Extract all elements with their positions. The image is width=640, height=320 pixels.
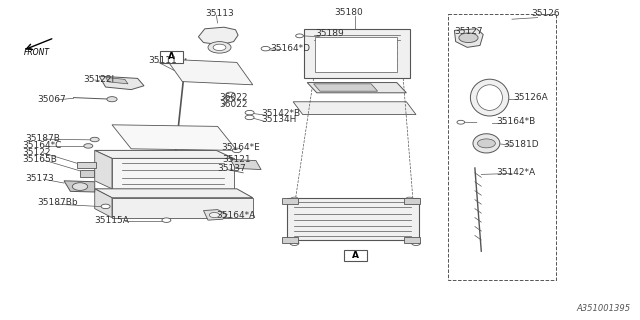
Circle shape <box>296 34 303 38</box>
Circle shape <box>84 144 93 148</box>
Polygon shape <box>307 83 406 93</box>
Circle shape <box>406 197 413 201</box>
Text: 35173: 35173 <box>26 174 54 183</box>
Circle shape <box>457 120 465 124</box>
Circle shape <box>232 148 241 153</box>
Bar <box>282 237 298 243</box>
Polygon shape <box>293 102 416 115</box>
Circle shape <box>162 218 171 222</box>
Polygon shape <box>95 150 234 158</box>
Polygon shape <box>99 76 144 90</box>
Text: 35111: 35111 <box>148 56 177 65</box>
Circle shape <box>208 42 231 53</box>
Text: 35181D: 35181D <box>503 140 539 149</box>
Text: 35189: 35189 <box>315 29 344 38</box>
Circle shape <box>412 241 420 245</box>
Polygon shape <box>112 198 253 218</box>
Circle shape <box>107 97 117 102</box>
Text: 35121: 35121 <box>223 155 252 164</box>
Text: 35067: 35067 <box>37 95 66 104</box>
Circle shape <box>90 137 99 142</box>
Polygon shape <box>95 189 112 218</box>
Circle shape <box>226 92 235 97</box>
Polygon shape <box>454 29 483 47</box>
Text: 36022: 36022 <box>219 93 248 102</box>
Text: 35122I: 35122I <box>83 75 115 84</box>
Text: 35137: 35137 <box>218 164 246 173</box>
Polygon shape <box>304 29 410 78</box>
Text: 35180: 35180 <box>335 8 364 17</box>
Polygon shape <box>106 77 128 84</box>
Circle shape <box>72 183 88 190</box>
Text: 35165B: 35165B <box>22 155 57 164</box>
FancyBboxPatch shape <box>160 51 183 63</box>
Polygon shape <box>204 210 227 220</box>
Text: 35113: 35113 <box>205 9 234 18</box>
Circle shape <box>245 110 254 115</box>
Circle shape <box>226 97 235 101</box>
Text: 35164*E: 35164*E <box>221 143 260 152</box>
Text: 35164*C: 35164*C <box>22 141 62 150</box>
Text: 35187B: 35187B <box>26 134 60 143</box>
Polygon shape <box>112 125 237 150</box>
Text: 35115A: 35115A <box>95 216 129 225</box>
Text: 35142*B: 35142*B <box>261 109 300 118</box>
Text: FRONT: FRONT <box>24 48 50 57</box>
Text: 35164*A: 35164*A <box>216 212 255 220</box>
Bar <box>77 162 96 168</box>
Bar <box>282 198 298 204</box>
Polygon shape <box>314 84 378 91</box>
Polygon shape <box>287 198 419 240</box>
Text: 35142*A: 35142*A <box>496 168 535 177</box>
Ellipse shape <box>470 79 509 116</box>
Circle shape <box>291 197 298 201</box>
Text: 36022: 36022 <box>219 100 248 109</box>
Circle shape <box>290 241 299 245</box>
Bar <box>448 14 556 280</box>
Bar <box>80 170 94 177</box>
Circle shape <box>101 204 110 209</box>
Bar <box>315 37 397 72</box>
Circle shape <box>209 212 220 218</box>
Text: 35126A: 35126A <box>513 93 548 102</box>
Polygon shape <box>198 27 238 45</box>
Text: 35122: 35122 <box>22 148 51 157</box>
Polygon shape <box>95 189 253 198</box>
Text: 35164*B: 35164*B <box>496 117 535 126</box>
Polygon shape <box>112 158 234 189</box>
Text: 35127: 35127 <box>454 27 483 36</box>
Circle shape <box>459 33 478 43</box>
Text: 35134H: 35134H <box>261 116 296 124</box>
Text: 35126: 35126 <box>531 9 560 18</box>
Polygon shape <box>95 150 112 189</box>
Polygon shape <box>166 59 253 85</box>
Polygon shape <box>230 159 261 170</box>
Bar <box>404 237 420 243</box>
Circle shape <box>477 139 495 148</box>
Circle shape <box>245 115 254 120</box>
Text: A: A <box>352 251 358 260</box>
Text: 35164*D: 35164*D <box>270 44 310 53</box>
Bar <box>404 198 420 204</box>
Text: A351001395: A351001395 <box>576 304 630 313</box>
Polygon shape <box>64 181 95 192</box>
Text: A: A <box>168 52 175 61</box>
Ellipse shape <box>477 85 502 110</box>
Circle shape <box>261 46 270 51</box>
Ellipse shape <box>473 134 500 153</box>
FancyBboxPatch shape <box>344 250 367 261</box>
Circle shape <box>213 44 226 51</box>
Text: 35187Bb: 35187Bb <box>37 198 77 207</box>
